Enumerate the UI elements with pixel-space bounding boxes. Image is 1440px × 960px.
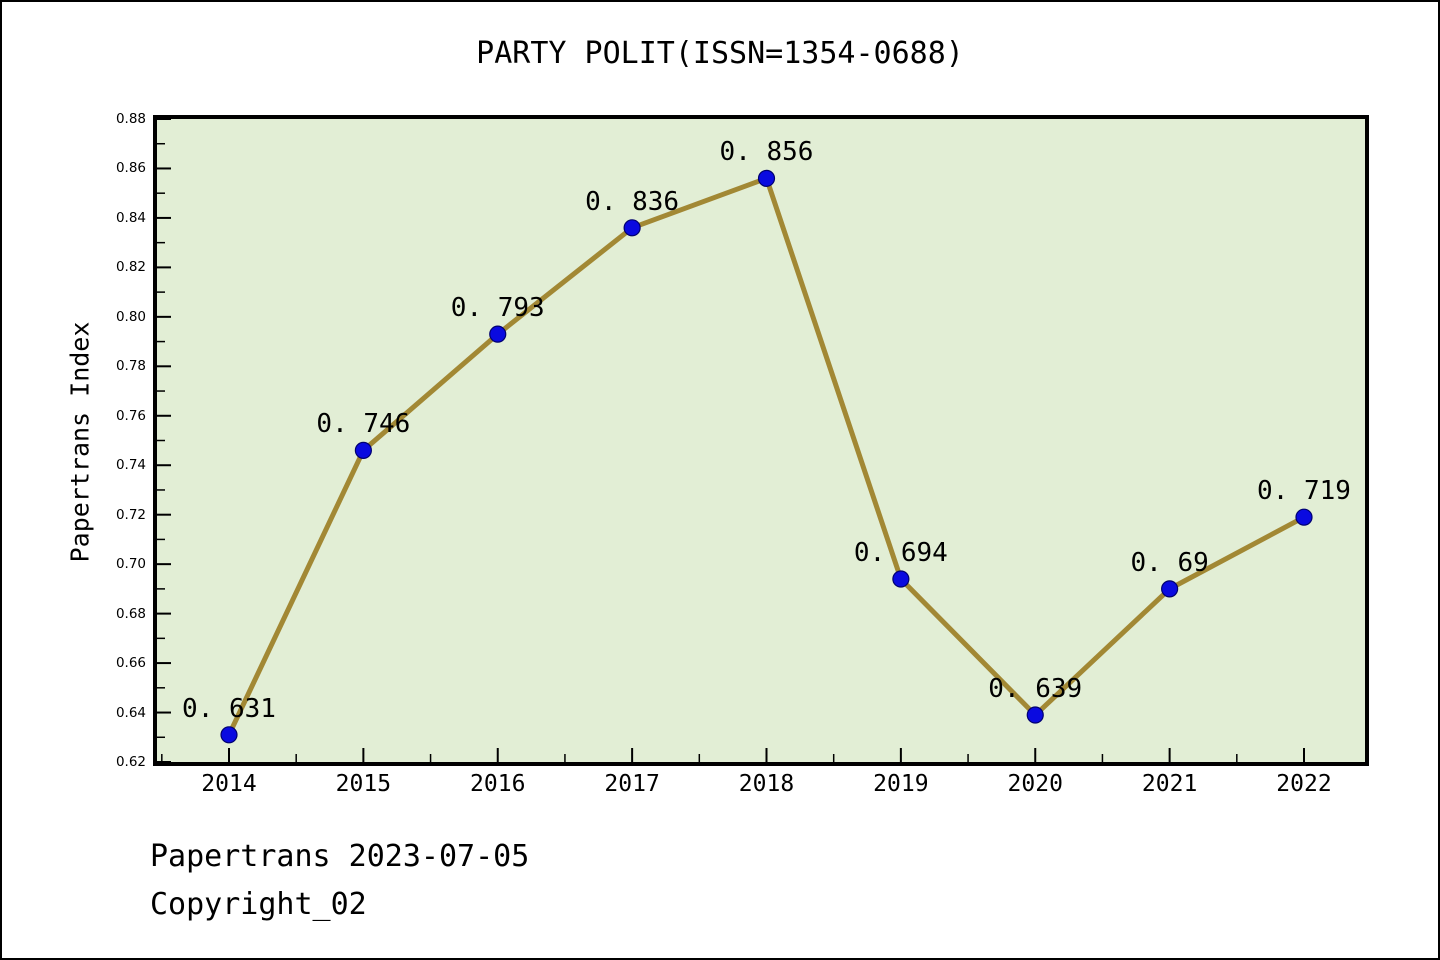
data-point [623,219,641,237]
y-tick-label: 0.70 [115,556,146,573]
footer-source-date: Papertrans 2023-07-05 [150,839,530,874]
data-point-label: 0. 719 [1257,476,1351,507]
x-tick-label: 2019 [873,771,929,797]
x-tick-label: 2018 [738,771,795,797]
y-tick-label: 0.78 [115,358,146,375]
data-point [892,570,910,588]
data-point [1295,508,1313,526]
data-point-label: 0. 631 [182,693,276,724]
y-tick-label: 0.68 [115,605,146,622]
data-point [220,726,238,744]
y-tick-label: 0.88 [115,111,146,127]
y-tick-label: 0.74 [115,457,146,474]
y-tick-label: 0.64 [115,704,146,721]
x-tick-label: 2015 [335,771,392,797]
y-tick-label: 0.72 [115,506,146,523]
x-tick-label: 2014 [201,771,257,797]
y-tick-label: 0.76 [115,407,146,424]
data-point [1161,580,1179,598]
x-tick-label: 2017 [604,771,660,797]
data-point [1026,706,1044,724]
plot-area [153,115,1369,766]
data-point-label: 0. 694 [853,537,948,568]
x-tick-label: 2016 [470,771,526,797]
data-point [489,325,507,343]
x-tick-label: 2022 [1276,771,1332,797]
data-point-label: 0. 793 [450,293,545,324]
y-tick-label: 0.84 [115,209,146,226]
line-series [226,175,1307,738]
data-point-label: 0. 746 [316,409,411,440]
data-point-label: 0. 856 [719,137,814,168]
data-point-label: 0. 639 [988,674,1083,704]
footer-copyright: Copyright_02 [150,887,367,922]
y-tick-label: 0.82 [115,259,146,276]
data-point [354,441,372,459]
x-tick-label: 2021 [1141,771,1198,797]
data-point [757,169,776,187]
data-point-label: 0. 69 [1130,547,1209,578]
x-tick-label: 2020 [1007,771,1063,797]
y-tick-label: 0.66 [115,655,146,672]
data-point-label: 0. 836 [585,186,680,217]
y-tick-label: 0.62 [115,754,146,770]
y-tick-label: 0.86 [115,160,146,177]
y-tick-label: 0.80 [115,308,146,325]
plot-canvas [157,119,1313,762]
chart-title: PARTY POLIT(ISSN=1354-0688) [476,36,964,71]
